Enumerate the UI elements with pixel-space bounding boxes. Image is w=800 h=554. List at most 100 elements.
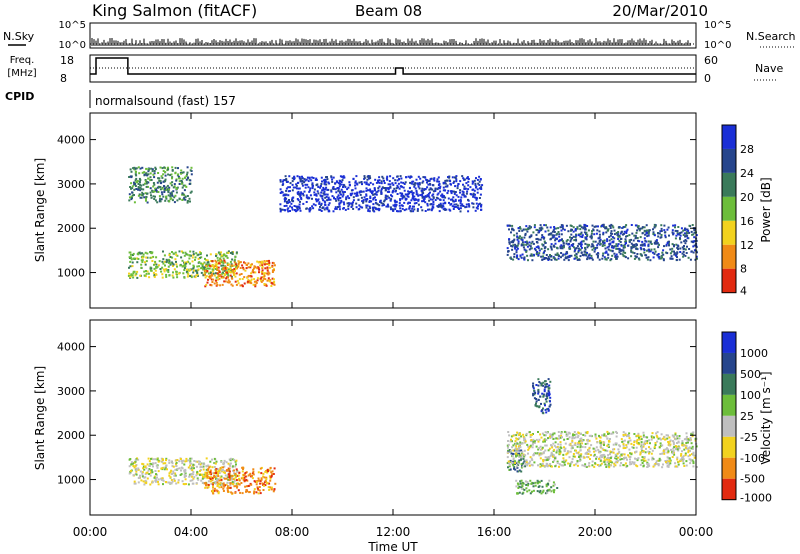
data-cell [599, 238, 602, 241]
data-cell [137, 251, 140, 254]
data-cell [518, 230, 521, 232]
data-cell [192, 482, 195, 485]
data-cell [198, 463, 200, 466]
data-cell [344, 186, 347, 189]
data-cell [164, 466, 167, 469]
data-cell [332, 176, 335, 179]
data-cell [351, 204, 354, 207]
data-cell [175, 187, 178, 189]
data-cell [432, 203, 435, 206]
data-cell [584, 248, 587, 251]
data-cell [365, 200, 368, 203]
data-cell [179, 264, 182, 267]
data-cell [619, 464, 622, 467]
data-cell [599, 458, 602, 461]
data-cell [397, 182, 400, 185]
data-cell [148, 468, 151, 471]
data-cell [528, 447, 531, 450]
data-cell [171, 199, 174, 202]
data-cell [222, 484, 225, 487]
data-cell [264, 479, 267, 482]
data-cell [260, 466, 263, 469]
data-cell [643, 237, 646, 240]
data-cell [405, 176, 407, 179]
data-cell [296, 205, 299, 208]
data-cell [131, 185, 134, 188]
data-cell [200, 262, 202, 265]
data-cell [163, 166, 166, 169]
data-cell [688, 224, 691, 227]
data-cell [546, 226, 549, 229]
data-cell [250, 483, 253, 486]
data-cell [513, 466, 516, 469]
data-cell [419, 177, 422, 180]
data-cell [346, 195, 349, 198]
noise-tick-right-top: 10^5 [704, 20, 731, 31]
data-cell [348, 184, 351, 187]
data-cell [475, 185, 478, 188]
data-cell [184, 460, 187, 463]
data-cell [136, 180, 139, 182]
data-cell [580, 240, 583, 243]
data-cell [141, 256, 144, 259]
data-cell [389, 175, 392, 178]
data-cell [506, 247, 509, 250]
data-cell [149, 474, 152, 477]
data-cell [638, 229, 641, 232]
data-cell [372, 207, 375, 210]
data-cell [636, 459, 639, 462]
data-cell [547, 229, 550, 232]
data-cell [262, 279, 264, 282]
data-cell [182, 193, 185, 196]
data-cell [540, 247, 543, 250]
data-cell [388, 196, 391, 199]
data-cell [451, 198, 454, 201]
data-cell [218, 486, 221, 489]
data-cell [191, 473, 194, 476]
data-cell [218, 470, 221, 472]
data-cell [656, 242, 659, 245]
data-cell [167, 191, 170, 194]
data-cell [376, 203, 379, 206]
data-cell [513, 253, 516, 256]
data-cell [579, 255, 582, 258]
data-cell [631, 232, 634, 235]
data-cell [165, 459, 167, 462]
data-cell [542, 393, 545, 396]
data-cell [192, 471, 195, 473]
data-cell [664, 438, 667, 441]
data-cell [552, 438, 555, 440]
data-cell [169, 482, 172, 485]
data-cell [246, 264, 248, 266]
data-cell [338, 202, 341, 205]
data-cell [583, 226, 586, 228]
data-cell [525, 483, 528, 486]
data-cell [384, 194, 387, 197]
data-cell [646, 440, 649, 443]
data-cell [199, 469, 201, 472]
data-cell [158, 179, 161, 182]
data-cell [514, 247, 517, 250]
data-cell [433, 179, 436, 182]
data-cell [239, 284, 242, 287]
data-cell [266, 471, 269, 474]
data-cell [129, 168, 132, 171]
data-cell [671, 229, 674, 232]
data-cell [399, 207, 402, 210]
data-cell [183, 473, 186, 476]
data-cell [656, 463, 659, 466]
data-cell [374, 199, 377, 201]
data-cell [163, 270, 166, 273]
data-cell [617, 448, 620, 451]
data-cell [154, 166, 157, 169]
data-cell [591, 248, 594, 251]
data-cell [157, 177, 160, 180]
data-cell [268, 261, 271, 264]
data-cell [167, 168, 169, 171]
data-cell [622, 246, 625, 249]
data-cell [521, 482, 524, 485]
data-cell [556, 446, 559, 448]
data-cell [260, 478, 263, 481]
data-cell [175, 263, 178, 266]
data-cell [273, 488, 276, 491]
